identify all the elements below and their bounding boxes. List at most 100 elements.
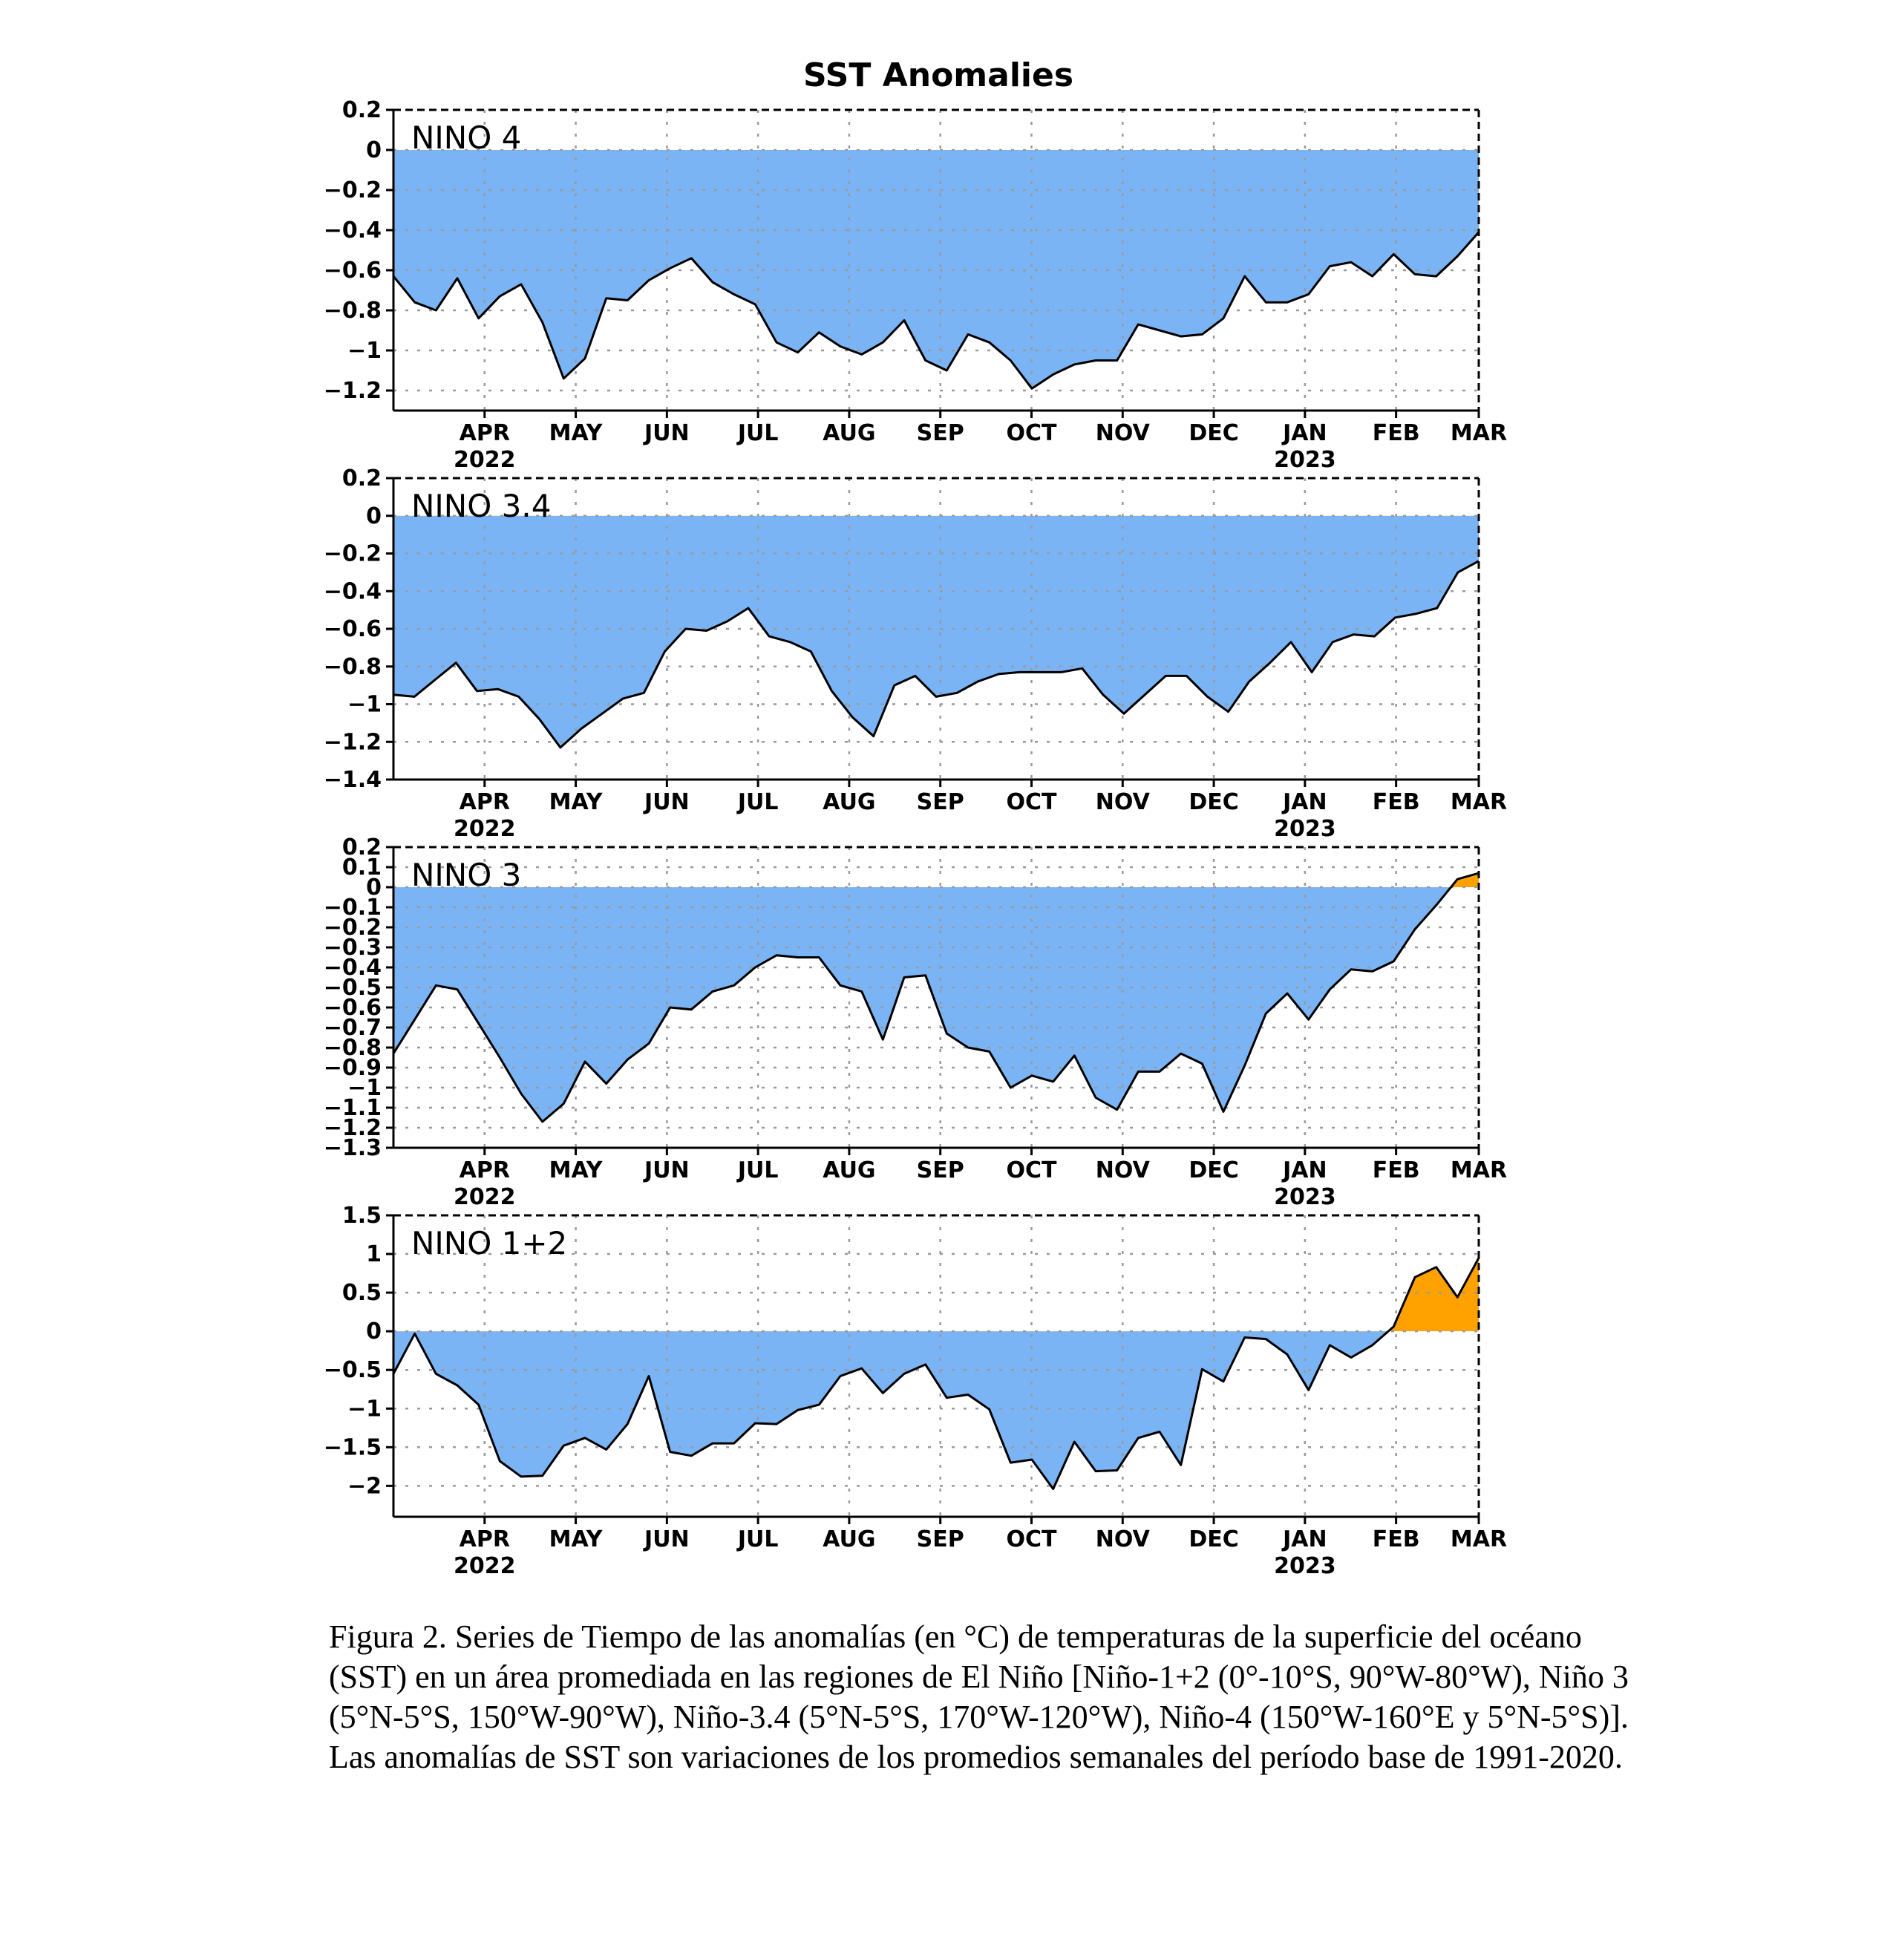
y-tick-label: −1.4 [324, 767, 382, 793]
x-tick-label-month: OCT [1007, 789, 1058, 815]
x-tick-label-month: APR [460, 789, 510, 815]
x-tick-label-month: NOV [1096, 420, 1151, 446]
panel-label: NINO 4 [411, 120, 521, 156]
x-tick-label-month: FEB [1373, 789, 1420, 815]
y-tick-label: 0.5 [342, 1280, 382, 1306]
x-tick-label-month: JAN [1281, 420, 1327, 446]
x-tick-label-month: DEC [1189, 789, 1238, 815]
x-tick-label-month: JAN [1281, 1157, 1327, 1183]
y-tick-label: 0 [366, 1319, 382, 1345]
x-tick-label-month: MAY [549, 1157, 604, 1183]
y-tick-label: −0.4 [324, 955, 382, 981]
y-tick-label: 0.1 [342, 855, 382, 881]
x-tick-label-month: JUN [643, 420, 690, 446]
y-tick-label: −0.8 [324, 298, 382, 324]
y-tick-label: −1 [347, 692, 382, 718]
x-tick-label-month: DEC [1189, 420, 1238, 446]
panel-3: 0.20.10−0.1−0.2−0.3−0.4−0.5−0.6−0.7−0.8−… [324, 834, 1507, 1210]
y-tick-label: −0.6 [324, 258, 382, 284]
x-tick-label-month: NOV [1096, 789, 1151, 815]
x-tick-label-year: 2022 [454, 447, 516, 473]
x-tick-label-month: SEP [917, 1526, 964, 1552]
y-tick-label: −1.2 [324, 1115, 382, 1141]
y-tick-label: −0.6 [324, 616, 382, 642]
y-tick-label: −0.4 [324, 578, 382, 604]
negative-anomaly-area [393, 515, 1479, 748]
x-tick-label-month: AUG [823, 1526, 875, 1552]
y-tick-label: −0.7 [324, 1015, 382, 1041]
negative-anomaly-area [393, 1331, 1389, 1489]
y-tick-label: −1.5 [324, 1434, 382, 1460]
x-tick-label-month: SEP [917, 1157, 964, 1183]
y-tick-label: 0.2 [342, 834, 382, 860]
x-tick-label-year: 2022 [454, 1184, 516, 1210]
x-tick-label-month: APR [460, 1526, 510, 1552]
x-tick-label-month: JAN [1281, 1526, 1327, 1552]
x-tick-label-month: AUG [823, 420, 875, 446]
x-tick-label-month: NOV [1096, 1526, 1151, 1552]
x-tick-label-month: JAN [1281, 789, 1327, 815]
x-tick-label-month: JUN [643, 1526, 690, 1552]
x-tick-label-month: FEB [1373, 420, 1420, 446]
panel-label: NINO 3.4 [411, 488, 551, 524]
panel-label: NINO 1+2 [411, 1225, 567, 1261]
y-tick-label: −0.5 [324, 1357, 382, 1383]
x-tick-label-month: OCT [1007, 420, 1058, 446]
y-tick-label: −0.1 [324, 895, 382, 921]
x-tick-label-month: JUN [643, 789, 690, 815]
y-tick-label: −1 [347, 338, 382, 364]
y-tick-label: −1.3 [324, 1135, 382, 1161]
x-tick-label-month: DEC [1189, 1526, 1238, 1552]
y-tick-label: 1 [366, 1241, 382, 1267]
sst-anomalies-figure: SST Anomalies 0.2 0 −0.2 −0.4 −0.6 −0.8 −1 −1.2… [324, 56, 1507, 1579]
panel-label: NINO 3 [411, 857, 521, 893]
x-tick-label-month: APR [460, 420, 510, 446]
x-tick-label-month: JUL [736, 789, 779, 815]
x-tick-label-month: MAR [1451, 1526, 1507, 1552]
x-tick-label-month: NOV [1096, 1157, 1151, 1183]
figure-caption: Figura 2. Series de Tiempo de las anomal… [329, 1618, 1629, 1775]
x-tick-label-month: MAR [1451, 1157, 1507, 1183]
y-tick-label: −1.1 [324, 1095, 382, 1121]
y-tick-label: −0.3 [324, 935, 382, 961]
x-tick-label-month: JUN [643, 1157, 690, 1183]
y-tick-label: −0.2 [324, 915, 382, 941]
x-tick-label-month: JUL [736, 420, 779, 446]
y-tick-label: 0 [366, 875, 382, 901]
y-tick-label: −0.2 [324, 177, 382, 203]
anomaly-series-line [392, 231, 1480, 390]
x-tick-label-month: AUG [823, 1157, 875, 1183]
y-tick-label: −0.5 [324, 975, 382, 1001]
x-tick-label-month: DEC [1189, 1157, 1238, 1183]
y-tick-label: −1.2 [324, 729, 382, 755]
anomaly-series-line [392, 872, 1480, 1123]
figure-title: SST Anomalies [803, 56, 1073, 94]
y-tick-label: 0 [366, 503, 382, 529]
y-tick-label: 0.2 [342, 97, 382, 123]
x-tick-label-month: JUL [736, 1157, 779, 1183]
x-tick-label-year: 2023 [1274, 447, 1336, 473]
x-tick-label-month: MAY [549, 420, 604, 446]
y-tick-label: −0.9 [324, 1055, 382, 1081]
x-tick-label-month: JUL [736, 1526, 779, 1552]
y-tick-label: −1 [347, 1075, 382, 1101]
x-tick-label-year: 2022 [454, 1553, 516, 1579]
x-tick-label-month: OCT [1007, 1157, 1058, 1183]
negative-anomaly-area [393, 150, 1479, 389]
x-tick-label-month: FEB [1373, 1526, 1420, 1552]
y-tick-label: −2 [347, 1473, 382, 1499]
y-tick-label: −1.2 [324, 378, 382, 404]
x-tick-label-month: AUG [823, 789, 875, 815]
x-tick-label-month: SEP [917, 789, 964, 815]
y-tick-label: −0.6 [324, 995, 382, 1021]
anomaly-series-line [393, 560, 1480, 749]
anomaly-series-line [392, 1257, 1480, 1490]
y-tick-label: 0 [366, 137, 382, 163]
x-tick-label-month: MAR [1451, 420, 1507, 446]
x-tick-label-month: FEB [1373, 1157, 1420, 1183]
y-tick-label: −0.4 [324, 218, 382, 244]
negative-anomaly-area [393, 887, 1479, 1122]
